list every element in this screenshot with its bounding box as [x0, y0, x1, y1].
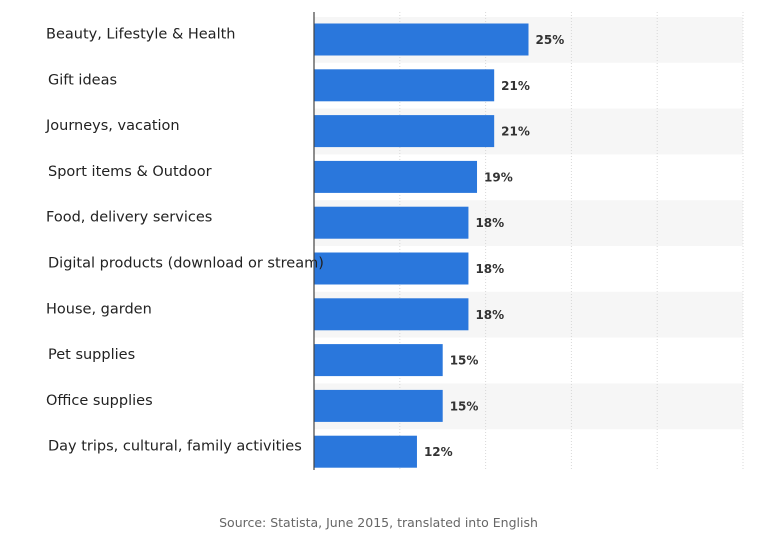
category-label: Day trips, cultural, family activities — [48, 439, 302, 455]
bar — [314, 252, 469, 285]
category-label: House, garden — [46, 301, 152, 317]
bar — [314, 344, 443, 377]
value-label: 12% — [424, 445, 453, 459]
bar — [314, 206, 469, 239]
value-label: 18% — [475, 308, 504, 322]
bars — [314, 23, 529, 468]
bar — [314, 69, 495, 102]
category-label: Journeys, vacation — [45, 118, 180, 134]
value-label: 15% — [450, 399, 479, 413]
category-label: Food, delivery services — [46, 210, 212, 226]
category-label: Gift ideas — [48, 72, 117, 88]
value-label: 18% — [475, 216, 504, 230]
category-label: Pet supplies — [48, 347, 135, 363]
value-label: 19% — [484, 170, 513, 184]
category-label: Office supplies — [46, 393, 153, 409]
value-label: 21% — [501, 125, 530, 139]
bar-chart: 25% 21% 21% 19% 18% 18% 18% 15% 15% 12% Beauty, L… — [45, 12, 744, 470]
value-label: 18% — [475, 262, 504, 276]
bar — [314, 160, 478, 193]
value-label: 21% — [501, 79, 530, 93]
bar — [314, 389, 443, 422]
bar — [314, 298, 469, 331]
value-labels: 25% 21% 21% 19% 18% 18% 18% 15% 15% 12% — [424, 33, 564, 459]
bar — [314, 115, 495, 148]
bar — [314, 435, 417, 468]
category-label: Sport items & Outdoor — [48, 164, 212, 180]
source-note: Source: Statista, June 2015, translated … — [219, 515, 538, 530]
bar — [314, 23, 529, 56]
value-label: 25% — [536, 33, 565, 47]
category-label: Digital products (download or stream) — [48, 256, 324, 272]
category-labels: Beauty, Lifestyle & Health Gift ideas Jour… — [45, 27, 324, 455]
category-label: Beauty, Lifestyle & Health — [46, 27, 235, 43]
value-label: 15% — [450, 354, 479, 368]
